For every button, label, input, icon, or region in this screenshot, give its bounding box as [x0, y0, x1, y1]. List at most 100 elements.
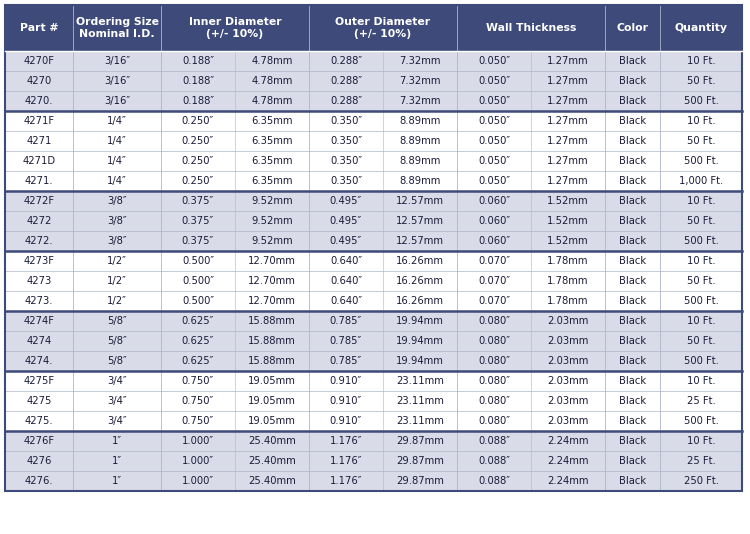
Text: 4270F: 4270F	[23, 56, 55, 66]
Text: 4272F: 4272F	[23, 196, 55, 206]
Text: 0.500″: 0.500″	[182, 276, 214, 286]
Text: 25.40mm: 25.40mm	[248, 476, 296, 486]
Text: Black: Black	[619, 196, 646, 206]
Text: Black: Black	[619, 416, 646, 426]
Text: 500 Ft.: 500 Ft.	[683, 156, 718, 166]
Text: 19.05mm: 19.05mm	[248, 416, 296, 426]
Text: 0.188″: 0.188″	[182, 96, 214, 106]
Text: 5/8″: 5/8″	[107, 336, 127, 346]
Text: 0.375″: 0.375″	[182, 236, 214, 246]
Text: 0.350″: 0.350″	[330, 136, 362, 146]
Bar	[5, 71, 742, 91]
Text: 2.24mm: 2.24mm	[548, 436, 589, 446]
Text: 6.35mm: 6.35mm	[251, 136, 292, 146]
Bar	[5, 431, 742, 451]
Text: 0.625″: 0.625″	[182, 316, 214, 326]
Text: 23.11mm: 23.11mm	[396, 376, 444, 386]
Text: 3/4″: 3/4″	[107, 396, 127, 406]
Text: 4271.: 4271.	[25, 176, 53, 186]
Text: Black: Black	[619, 476, 646, 486]
Bar	[5, 151, 742, 171]
Text: 4275.: 4275.	[25, 416, 53, 426]
Text: 4276.: 4276.	[25, 476, 53, 486]
Text: 1.176″: 1.176″	[330, 476, 362, 486]
Text: Black: Black	[619, 156, 646, 166]
Text: 0.070″: 0.070″	[478, 276, 510, 286]
Text: 0.050″: 0.050″	[478, 116, 510, 126]
Text: 8.89mm: 8.89mm	[399, 136, 441, 146]
Text: 19.94mm: 19.94mm	[396, 316, 444, 326]
Bar	[5, 331, 742, 351]
Text: 10 Ft.: 10 Ft.	[687, 316, 716, 326]
Text: Black: Black	[619, 436, 646, 446]
Text: 0.250″: 0.250″	[182, 116, 214, 126]
Text: 250 Ft.: 250 Ft.	[683, 476, 718, 486]
Text: 1/4″: 1/4″	[107, 136, 127, 146]
Text: Black: Black	[619, 116, 646, 126]
Bar	[5, 51, 742, 71]
Text: Part #: Part #	[20, 23, 58, 33]
Text: 15.88mm: 15.88mm	[248, 316, 296, 326]
Text: 1.27mm: 1.27mm	[548, 116, 589, 126]
Text: 3/8″: 3/8″	[107, 196, 127, 206]
Text: 0.640″: 0.640″	[330, 296, 362, 306]
Text: 19.05mm: 19.05mm	[248, 376, 296, 386]
Text: 1/4″: 1/4″	[107, 176, 127, 186]
Text: 15.88mm: 15.88mm	[248, 336, 296, 346]
Text: Black: Black	[619, 396, 646, 406]
Text: 1.78mm: 1.78mm	[548, 276, 589, 286]
Text: Black: Black	[619, 136, 646, 146]
Text: 0.088″: 0.088″	[478, 436, 510, 446]
Text: 6.35mm: 6.35mm	[251, 116, 292, 126]
Text: 7.32mm: 7.32mm	[399, 96, 441, 106]
Text: 1″: 1″	[112, 456, 122, 466]
Text: Inner Diameter
(+/- 10%): Inner Diameter (+/- 10%)	[189, 17, 281, 39]
Bar	[5, 291, 742, 311]
Text: 23.11mm: 23.11mm	[396, 416, 444, 426]
Text: 50 Ft.: 50 Ft.	[687, 276, 716, 286]
Bar	[5, 351, 742, 371]
Text: 10 Ft.: 10 Ft.	[687, 436, 716, 446]
Bar	[5, 171, 742, 191]
Bar	[5, 231, 742, 251]
Text: Black: Black	[619, 296, 646, 306]
Text: 500 Ft.: 500 Ft.	[683, 416, 718, 426]
Text: 0.080″: 0.080″	[478, 376, 510, 386]
Text: 19.94mm: 19.94mm	[396, 336, 444, 346]
Text: 0.375″: 0.375″	[182, 196, 214, 206]
Text: 3/16″: 3/16″	[104, 96, 130, 106]
Bar	[5, 411, 742, 431]
Text: 4275F: 4275F	[23, 376, 55, 386]
Text: Black: Black	[619, 56, 646, 66]
Text: 0.070″: 0.070″	[478, 256, 510, 266]
Text: 1″: 1″	[112, 476, 122, 486]
Text: 1.000″: 1.000″	[182, 436, 214, 446]
Text: 1.78mm: 1.78mm	[548, 296, 589, 306]
Text: Black: Black	[619, 256, 646, 266]
Text: 2.03mm: 2.03mm	[548, 416, 589, 426]
Text: 0.750″: 0.750″	[182, 396, 214, 406]
Text: 0.060″: 0.060″	[478, 196, 510, 206]
Text: 3/8″: 3/8″	[107, 216, 127, 226]
Text: 1/2″: 1/2″	[107, 256, 127, 266]
Text: 50 Ft.: 50 Ft.	[687, 136, 716, 146]
Text: 15.88mm: 15.88mm	[248, 356, 296, 366]
Text: 0.188″: 0.188″	[182, 56, 214, 66]
Text: 10 Ft.: 10 Ft.	[687, 56, 716, 66]
Text: 4271F: 4271F	[23, 116, 55, 126]
Text: 0.050″: 0.050″	[478, 76, 510, 86]
Text: 0.250″: 0.250″	[182, 136, 214, 146]
Text: 0.288″: 0.288″	[330, 96, 362, 106]
Text: Black: Black	[619, 356, 646, 366]
Text: 0.080″: 0.080″	[478, 416, 510, 426]
Text: 50 Ft.: 50 Ft.	[687, 216, 716, 226]
Bar	[5, 211, 742, 231]
Text: Black: Black	[619, 176, 646, 186]
Text: 25.40mm: 25.40mm	[248, 456, 296, 466]
Text: 1.52mm: 1.52mm	[548, 196, 589, 206]
Text: Color: Color	[616, 23, 649, 33]
Text: 500 Ft.: 500 Ft.	[683, 296, 718, 306]
Text: 0.910″: 0.910″	[330, 376, 362, 386]
Text: 0.250″: 0.250″	[182, 176, 214, 186]
Bar	[5, 471, 742, 491]
